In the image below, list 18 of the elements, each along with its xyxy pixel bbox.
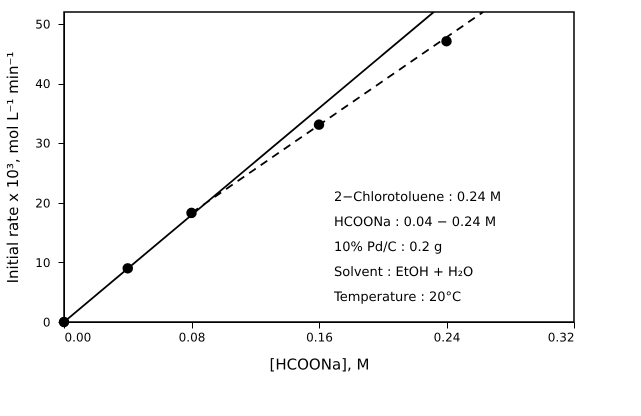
y-tick-label: 40	[35, 77, 50, 92]
y-tick-label: 50	[35, 17, 50, 32]
x-tick-label: 0.00	[64, 330, 92, 344]
y-tick-label: 10	[35, 256, 50, 270]
x-tick-label: 0.24	[434, 330, 460, 344]
annotation: Solvent : EtOH + H₂O	[334, 265, 474, 280]
annotation: 10% Pd/C : 0.2 g	[334, 240, 442, 255]
x-tick-label: 0.08	[178, 330, 206, 344]
x-tick-label: 0.16	[306, 330, 333, 344]
x-tick-label: 0.32	[548, 330, 574, 344]
y-tick-label: 0	[42, 316, 50, 330]
x-axis-title: [HCOONa], M	[270, 356, 370, 374]
y-tick-label: 30	[35, 136, 50, 151]
y-axis-title: Initial rate x 10³, mol L⁻¹ min⁻¹	[4, 52, 22, 284]
y-tick-label: 20	[35, 196, 50, 210]
annotation: Temperature : 20°C	[333, 290, 462, 305]
annotation: HCOONa : 0.04 − 0.24 M	[334, 215, 496, 230]
annotation: 2−Chlorotoluene : 0.24 M	[334, 190, 502, 205]
